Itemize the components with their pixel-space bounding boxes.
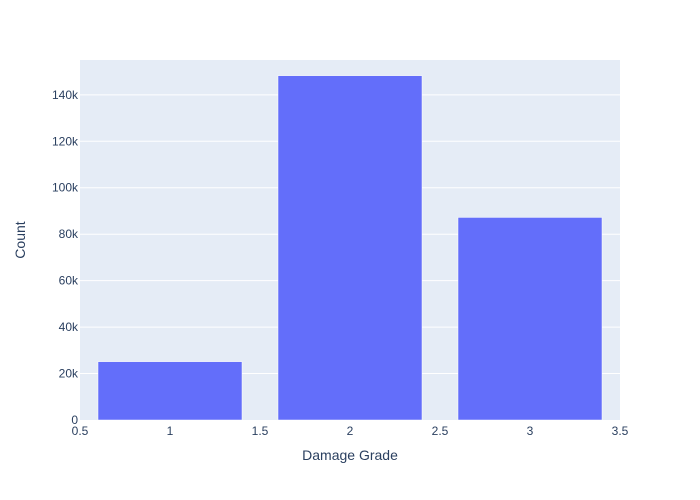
y-tick-label: 140k (52, 88, 79, 102)
y-tick-label: 40k (59, 320, 79, 334)
bar-grade-1 (97, 361, 243, 421)
x-tick-label: 1 (167, 424, 174, 438)
y-tick-label: 80k (59, 227, 79, 241)
y-axis-ticks: 0 20k 40k 60k 80k 100k 120k 140k (52, 88, 79, 427)
bar-grade-2 (277, 75, 423, 421)
y-axis-title: Count (12, 221, 28, 258)
x-tick-label: 3.5 (612, 424, 629, 438)
x-tick-label: 2 (347, 424, 354, 438)
x-tick-label: 3 (527, 424, 534, 438)
x-tick-label: 2.5 (432, 424, 449, 438)
x-axis-title: Damage Grade (302, 447, 398, 463)
x-tick-label: 0.5 (72, 424, 89, 438)
y-tick-label: 20k (59, 367, 79, 381)
y-tick-label: 60k (59, 274, 79, 288)
y-tick-label: 120k (52, 134, 79, 148)
x-axis-ticks: 0.5 1 1.5 2 2.5 3 3.5 (72, 424, 629, 438)
bars (97, 75, 603, 421)
y-tick-label: 100k (52, 181, 79, 195)
bar-grade-3 (457, 217, 603, 421)
y-tick-label: 0 (71, 413, 78, 427)
x-tick-label: 1.5 (252, 424, 269, 438)
